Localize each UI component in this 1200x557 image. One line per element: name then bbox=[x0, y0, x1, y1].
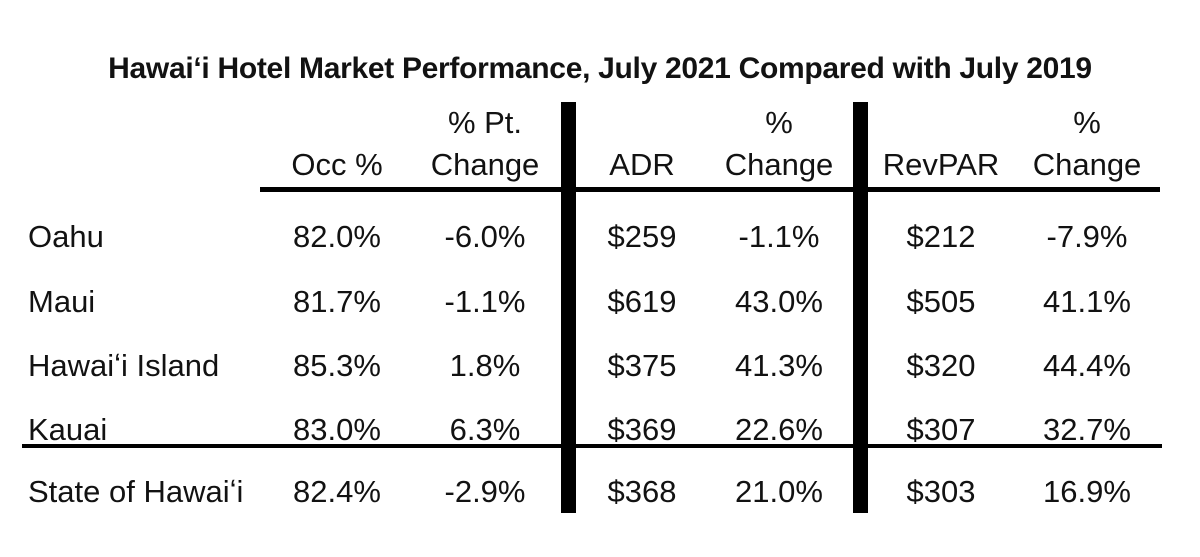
cell-oahu-pt-change: -6.0% bbox=[444, 219, 526, 254]
cell-kauai-revpar-change: 32.7% bbox=[1043, 412, 1131, 447]
header-revpar: RevPAR bbox=[882, 147, 1000, 182]
cell-maui-occ: 81.7% bbox=[293, 284, 381, 319]
header-pt-change-line1: % Pt. bbox=[447, 105, 523, 140]
cell-state-of-hawaii-adr: $368 bbox=[607, 474, 677, 509]
chart-title: Hawaiʻi Hotel Market Performance, July 2… bbox=[108, 52, 1092, 85]
header-revpar-change-line1: % bbox=[1073, 105, 1101, 140]
row-label-maui: Maui bbox=[28, 284, 96, 319]
header-revpar-change-line2: Change bbox=[1032, 147, 1142, 182]
header-adr: ADR bbox=[609, 147, 675, 182]
cell-hawaii-island-adr: $375 bbox=[607, 348, 677, 383]
cell-state-of-hawaii-pt-change: -2.9% bbox=[444, 474, 526, 509]
cell-maui-pt-change: -1.1% bbox=[444, 284, 526, 319]
cell-kauai-occ: 83.0% bbox=[293, 412, 381, 447]
row-label-hawaii-island: Hawaiʻi Island bbox=[28, 348, 220, 383]
group-separator-bar-occ-adr bbox=[561, 102, 576, 513]
cell-hawaii-island-adr-change: 41.3% bbox=[735, 348, 823, 383]
cell-state-of-hawaii-occ: 82.4% bbox=[293, 474, 381, 509]
cell-hawaii-island-pt-change: 1.8% bbox=[449, 348, 521, 383]
total-row-separator-rule bbox=[22, 444, 1162, 448]
cell-oahu-revpar: $212 bbox=[906, 219, 976, 254]
cell-maui-revpar: $505 bbox=[906, 284, 976, 319]
row-label-kauai: Kauai bbox=[28, 412, 108, 447]
cell-kauai-adr-change: 22.6% bbox=[735, 412, 823, 447]
cell-maui-adr: $619 bbox=[607, 284, 677, 319]
header-pt-change-line2: Change bbox=[430, 147, 540, 182]
row-label-oahu: Oahu bbox=[28, 219, 104, 254]
cell-hawaii-island-revpar-change: 44.4% bbox=[1043, 348, 1131, 383]
header-adr-change-line1: % bbox=[765, 105, 793, 140]
cell-kauai-adr: $369 bbox=[607, 412, 677, 447]
cell-maui-revpar-change: 41.1% bbox=[1043, 284, 1131, 319]
cell-oahu-adr-change: -1.1% bbox=[738, 219, 820, 254]
group-separator-bar-adr-revpar bbox=[853, 102, 868, 513]
header-occ: Occ % bbox=[291, 147, 383, 182]
cell-oahu-revpar-change: -7.9% bbox=[1046, 219, 1128, 254]
cell-maui-adr-change: 43.0% bbox=[735, 284, 823, 319]
cell-state-of-hawaii-revpar: $303 bbox=[906, 474, 976, 509]
cell-kauai-pt-change: 6.3% bbox=[449, 412, 521, 447]
cell-kauai-revpar: $307 bbox=[906, 412, 976, 447]
cell-oahu-adr: $259 bbox=[607, 219, 677, 254]
header-adr-change-line2: Change bbox=[724, 147, 834, 182]
cell-hawaii-island-revpar: $320 bbox=[906, 348, 976, 383]
cell-hawaii-island-occ: 85.3% bbox=[293, 348, 381, 383]
cell-state-of-hawaii-revpar-change: 16.9% bbox=[1043, 474, 1131, 509]
header-underline-rule bbox=[260, 187, 1160, 192]
row-label-state-of-hawaii: State of Hawaiʻi bbox=[28, 474, 244, 509]
cell-oahu-occ: 82.0% bbox=[293, 219, 381, 254]
cell-state-of-hawaii-adr-change: 21.0% bbox=[735, 474, 823, 509]
